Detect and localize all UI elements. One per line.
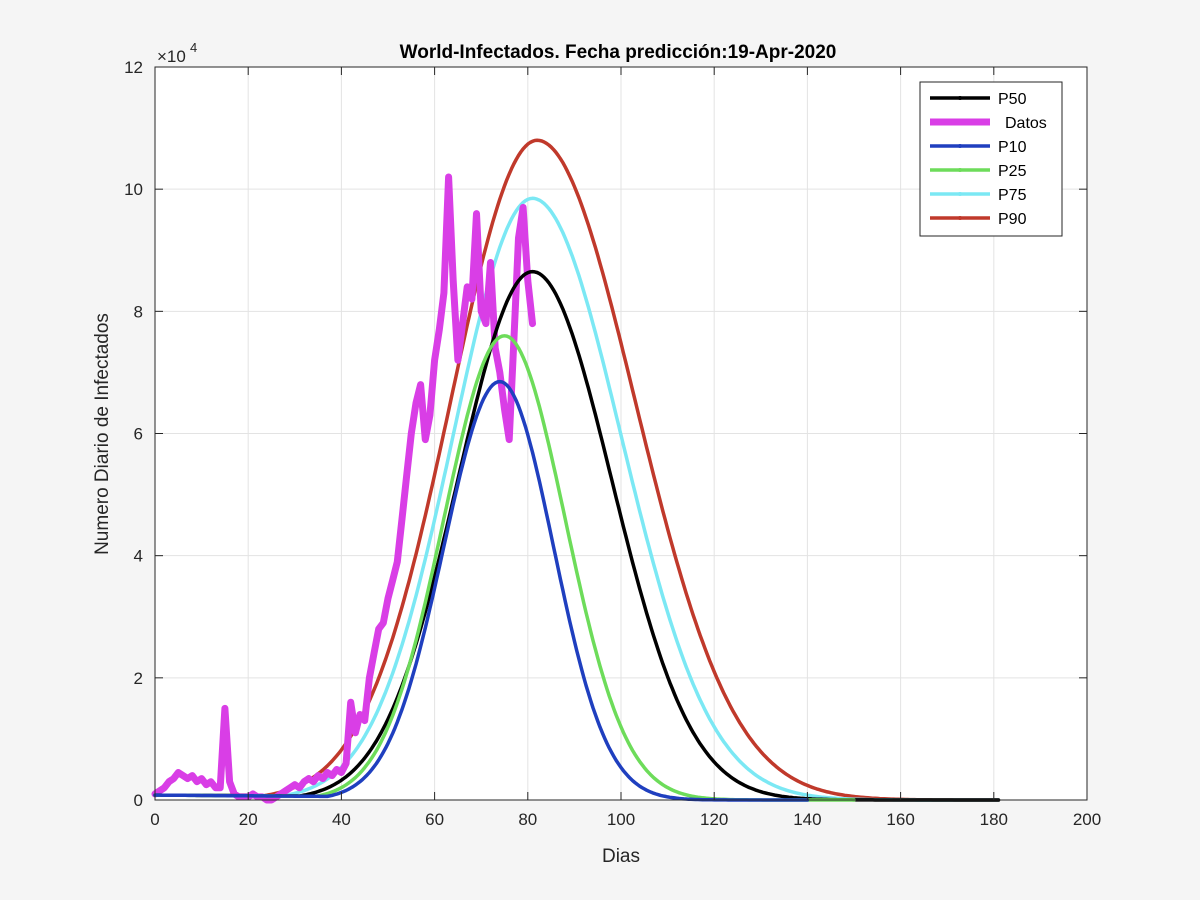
x-tick-label: 180 [980, 810, 1008, 829]
y-tick-label: 2 [134, 669, 143, 688]
legend-marker [958, 192, 962, 196]
x-tick-label: 40 [332, 810, 351, 829]
x-tick-label: 0 [150, 810, 159, 829]
y-tick-label: 0 [134, 791, 143, 810]
y-tick-label: 10 [124, 180, 143, 199]
y-tick-label: 4 [134, 547, 143, 566]
x-tick-label: 140 [793, 810, 821, 829]
y-axis-label: Numero Diario de Infectados [92, 313, 113, 555]
series-line-datos [151, 173, 536, 804]
legend-marker [958, 168, 962, 172]
chart-title: World-Infectados. Fecha predicción:19-Ap… [400, 42, 837, 63]
y-multiplier-base: ×10 [157, 47, 186, 66]
legend-label-datos: Datos [1005, 115, 1047, 132]
axis-ticks: 0 20 40 60 80 100 120 140 160 180 200 0 2 4 6 8 10 12 [124, 58, 1101, 829]
x-tick-label: 20 [239, 810, 258, 829]
y-tick-label: 8 [134, 302, 143, 321]
legend-label-p10: P10 [998, 139, 1027, 156]
legend-label-p25: P25 [998, 163, 1027, 180]
x-tick-label: 120 [700, 810, 728, 829]
legend-marker [958, 96, 962, 100]
x-tick-label: 60 [425, 810, 444, 829]
y-tick-label: 6 [134, 425, 143, 444]
legend-label-p75: P75 [998, 187, 1027, 204]
legend: P50 Datos P10 P25 P75 P90 [919, 81, 1063, 237]
x-tick-label: 160 [886, 810, 914, 829]
legend-box [919, 81, 1063, 237]
y-axis-multiplier: ×10 4 [157, 40, 197, 66]
y-tick-label: 12 [124, 58, 143, 77]
y-multiplier-exponent: 4 [190, 40, 197, 55]
x-tick-label: 200 [1073, 810, 1101, 829]
legend-marker [958, 216, 962, 220]
x-tick-label: 100 [607, 810, 635, 829]
legend-marker [958, 144, 962, 148]
x-tick-label: 80 [518, 810, 537, 829]
x-axis-label: Dias [602, 846, 640, 867]
legend-label-p50: P50 [998, 91, 1027, 108]
legend-label-p90: P90 [998, 211, 1027, 228]
